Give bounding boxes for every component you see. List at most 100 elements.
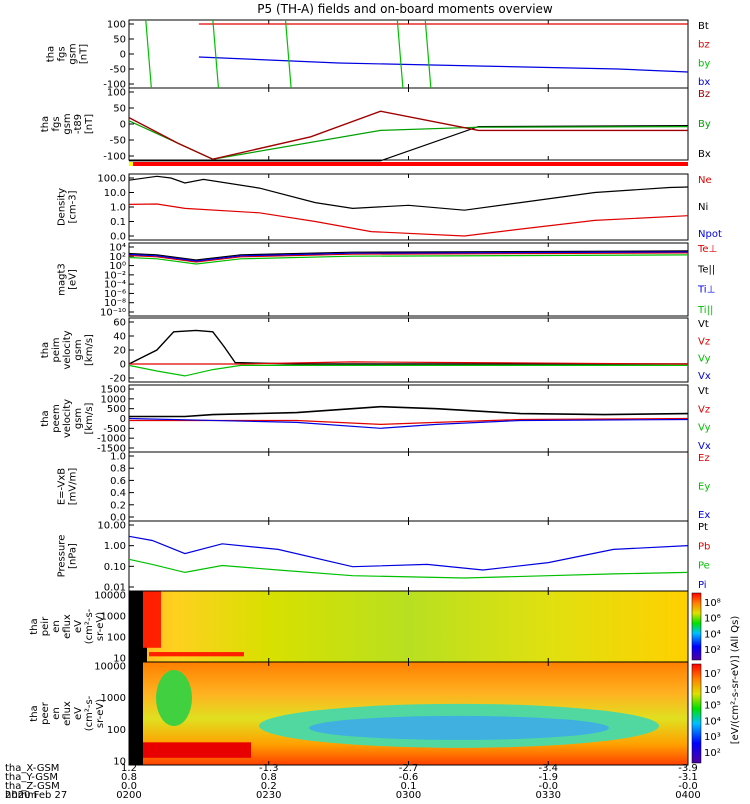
figure-title: P5 (TH-A) fields and on-board moments ov… <box>257 2 553 16</box>
ephemeris-value: -2.7 <box>399 763 419 774</box>
y-tick-label: -500 <box>103 424 126 435</box>
y-tick-label: 20 <box>113 346 126 357</box>
legend-entry: bz <box>698 40 710 51</box>
y-tick-label: 100 <box>107 88 126 99</box>
legend-entry: Te⊥ <box>697 244 717 255</box>
y-tick-label: -1500 <box>97 444 126 455</box>
series-Ti-perp <box>128 251 689 262</box>
y-tick-label: 0.10 <box>104 562 126 573</box>
y-axis-label: magt3 <box>57 263 68 296</box>
y-axis-label: -t89 <box>73 114 84 134</box>
ephemeris-value: -3.4 <box>538 763 558 774</box>
y-tick-label: 10⁻⁸ <box>104 298 126 309</box>
legend-entry: Ez <box>698 453 710 464</box>
y-axis-label: fgs <box>57 46 68 61</box>
y-axis-label: en <box>51 620 62 633</box>
y-axis-label: peer <box>40 701 51 725</box>
y-tick-label: 0.8 <box>110 464 126 475</box>
date-label: 2020 Feb 27 <box>5 790 67 800</box>
series-Pi <box>128 535 689 571</box>
ephemeris-label: tha_Z-GSM <box>5 781 60 792</box>
y-tick-label: 1000 <box>101 612 126 623</box>
ephemeris-value: 0.2 <box>261 781 277 792</box>
legend-entry: Bt <box>698 21 709 32</box>
ephemeris-label: hhmm <box>5 790 37 800</box>
y-axis-label: velocity <box>62 399 73 438</box>
y-tick-label: 0 <box>120 50 126 61</box>
y-tick-label: 0.0 <box>110 232 126 243</box>
y-axis-label: sr-eV) <box>95 612 106 641</box>
ephemeris-value: -0.0 <box>538 781 558 792</box>
y-tick-label: 10000 <box>94 662 126 673</box>
y-axis-label: gsm <box>62 113 73 134</box>
y-tick-label: 0 <box>120 414 126 425</box>
y-axis-label: eflux <box>62 614 73 639</box>
electron-spectrogram-green-blob <box>156 670 192 727</box>
y-tick-label: 1.0 <box>110 203 126 214</box>
panel-efield: 1.00.80.60.40.2 0.0 E=-VxB [mV/m] Ez Ey Ex <box>57 451 710 524</box>
y-axis-label: sr-eV) <box>95 699 106 728</box>
y-tick-label: 10.0 <box>104 188 126 199</box>
colorbar-tick-label: 10² <box>704 748 721 759</box>
panel-frame <box>128 451 689 522</box>
panel-frame <box>128 520 689 592</box>
ephemeris-value: 0.8 <box>121 772 137 783</box>
y-tick-label: -50 <box>110 136 126 147</box>
colorbar-tick-label: 10⁸ <box>704 598 721 609</box>
y-tick-label: 0.2 <box>110 500 126 511</box>
time-tick-label: 0330 <box>536 790 561 800</box>
y-tick-label: 10⁻² <box>104 270 126 281</box>
colorbar-tick-label: 10⁶ <box>704 685 721 696</box>
y-axis-label: en <box>51 707 62 720</box>
y-tick-label: 1000 <box>101 693 126 704</box>
y-axis-label: [eV] <box>68 269 79 290</box>
y-axis-label: fgs <box>51 116 62 131</box>
series-by-crossing <box>396 19 404 89</box>
colorbar-tick-label: 10⁴ <box>704 716 721 727</box>
y-axis-label: Density <box>57 188 68 226</box>
legend-entry: Ti⊥ <box>697 285 715 296</box>
series-Vt <box>128 329 688 365</box>
time-tick-label: 0230 <box>256 790 281 800</box>
panel-peir_eflux: 10000 1000 100 10 tha peir en eflux eV (cm²-s-sr-… <box>29 590 721 665</box>
legend-entry: Ni <box>698 202 708 213</box>
y-axis-label: E=-VxB <box>57 468 68 505</box>
ephemeris-label: tha_X-GSM <box>5 763 59 774</box>
y-tick-label: 10.00 <box>97 521 126 532</box>
series-Ni <box>128 175 689 211</box>
y-axis-label: tha <box>46 46 57 62</box>
ephemeris-group: [eV/(cm²-s-sr-eV)] (All Qs)tha_X-GSMtha_… <box>5 616 741 801</box>
panel-peim_velocity: 60 40 20 0 -20 tha peim velocity gsm [km/s] Vt Vz Vy… <box>40 317 711 385</box>
series-Ne <box>128 203 689 237</box>
legend-entry: By <box>698 119 711 130</box>
ephemeris-value: -1.3 <box>259 763 279 774</box>
legend-entry: Pe <box>698 561 710 572</box>
y-tick-label: 0.4 <box>110 488 126 499</box>
ephemeris-value: -0.0 <box>678 781 698 792</box>
ephemeris-label: tha_Y-GSM <box>5 772 58 783</box>
time-tick-label: 0400 <box>675 790 700 800</box>
colorbar-tick-label: 10⁵ <box>704 701 721 712</box>
y-axis-label: gsm <box>68 43 79 64</box>
series-Bz <box>128 110 688 160</box>
ion-spectrogram-low-band <box>149 652 244 657</box>
y-tick-label: 1.0 <box>110 452 126 463</box>
y-tick-label: 10 <box>113 757 126 768</box>
y-axis-label: velocity <box>62 330 73 369</box>
series-By <box>128 120 689 160</box>
y-axis-label: eflux <box>62 701 73 726</box>
y-axis-label: gsm <box>73 339 84 360</box>
panel-pressure: 10.00 1.00 0.10 0.01 Pressure [nPa] Pt Pb Pe Pi <box>57 520 710 594</box>
y-axis-label: [nT] <box>84 114 95 134</box>
legend-entry: Pb <box>698 541 710 552</box>
status-bar <box>129 162 688 166</box>
series-Pe <box>128 558 689 579</box>
panel-frame <box>128 87 689 161</box>
electron-spectrogram-blue-core <box>309 715 609 740</box>
y-axis-label: eV <box>73 620 84 633</box>
series-Te-par <box>128 250 689 261</box>
y-tick-label: -100 <box>103 80 126 91</box>
legend-entry: Vt <box>698 386 709 397</box>
series-peem-Vz <box>129 417 689 426</box>
